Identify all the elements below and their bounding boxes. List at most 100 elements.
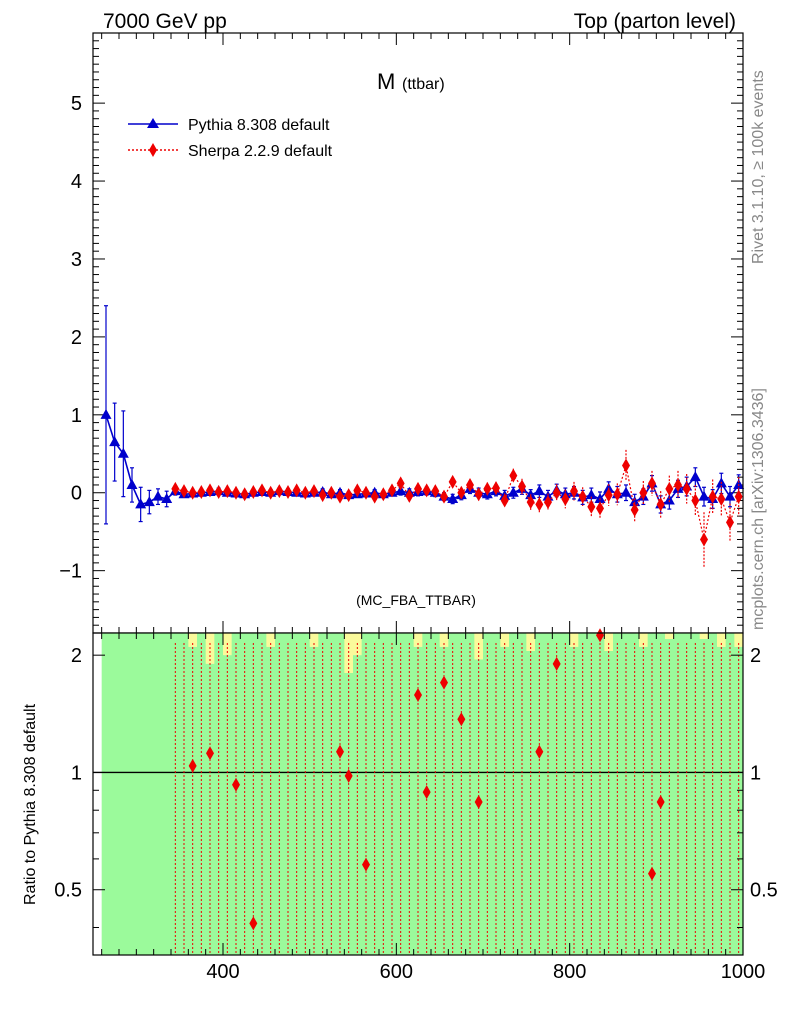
data-point (708, 489, 717, 504)
inner-band-bin (101, 633, 111, 955)
ratio-ytick-label-right: 2 (750, 645, 761, 667)
outer-band-bin (188, 633, 198, 647)
inner-band-bin (318, 633, 328, 955)
data-point (533, 485, 545, 496)
inner-band-bin (370, 633, 380, 955)
legend-pythia-label: Pythia 8.308 default (188, 117, 330, 134)
inner-band-bin (725, 633, 735, 955)
inner-band-bin (119, 633, 129, 955)
inner-band-bin (145, 633, 155, 955)
inner-band-bin (231, 633, 241, 955)
outer-band-bin (569, 633, 579, 647)
inner-band-bin (240, 633, 250, 955)
data-point (700, 532, 708, 547)
inner-band-bin (457, 633, 467, 955)
inner-band-bin (483, 633, 493, 955)
inner-band-bin (517, 633, 527, 955)
data-point (126, 478, 138, 489)
data-point (629, 496, 641, 507)
inner-band-bin (396, 633, 406, 955)
inner-band-bin (353, 655, 363, 955)
ratio-point (249, 916, 258, 931)
ratio-point (596, 628, 604, 643)
inner-band-bin (621, 633, 631, 955)
inner-band-bin (673, 633, 683, 955)
data-point (405, 488, 414, 503)
inner-band-bin (431, 633, 441, 955)
data-point (431, 484, 440, 499)
data-point (152, 490, 164, 501)
ratio-point (188, 758, 197, 773)
data-point (447, 492, 459, 503)
inner-band-bin (301, 633, 311, 955)
data-point (223, 484, 232, 499)
ratio-ytick-label: 0.5 (54, 880, 82, 902)
inner-band-bin (344, 672, 354, 955)
ratio-point (474, 794, 483, 809)
inner-band-bin (136, 633, 146, 955)
main-axis-ticks: −1 0 1 2 3 4 5 (59, 33, 744, 633)
inner-band-bin (708, 633, 718, 955)
data-point (135, 498, 147, 509)
inner-band-bin (127, 633, 137, 955)
ratio-point (422, 785, 431, 800)
data-point (275, 484, 284, 499)
outer-band-bin (309, 633, 319, 647)
ratio-panel-frame (92, 632, 744, 956)
ratio-xtick-label: 400 (206, 961, 239, 983)
main-ytick-label: 2 (71, 327, 82, 349)
ratio-point (344, 768, 353, 783)
data-point (161, 492, 173, 503)
inner-band-bin (691, 633, 701, 955)
inner-band-bin (587, 633, 597, 955)
data-point (232, 485, 240, 500)
data-point (525, 489, 537, 500)
ratio-ytick-label-right: 1 (750, 762, 761, 784)
inner-band-bin (552, 633, 562, 955)
data-point (117, 447, 129, 458)
data-point (284, 484, 292, 499)
ratio-point (440, 675, 448, 690)
data-point (327, 485, 336, 500)
data-point (535, 497, 544, 512)
ratio-ytick-label: 2 (71, 645, 82, 667)
ratio-xtick-label: 800 (553, 961, 586, 983)
data-point (507, 486, 519, 497)
ratio-point (206, 746, 214, 761)
inner-band-bin (162, 633, 172, 955)
ratio-point (414, 688, 422, 703)
inner-band-bin (595, 633, 605, 955)
data-point (188, 485, 197, 500)
ratio-ytick-label: 1 (71, 762, 82, 784)
data-point (292, 483, 301, 498)
ratio-uncertainty-bands (101, 633, 744, 955)
inner-band-bin (699, 639, 709, 955)
series-sherpa (171, 449, 743, 567)
data-point (396, 476, 405, 491)
ratio-point (552, 656, 561, 671)
data-point (143, 496, 155, 507)
data-point (448, 474, 457, 489)
inner-band-bin (335, 633, 345, 955)
legend-pythia-marker (147, 118, 159, 128)
inner-band-bin (561, 633, 571, 955)
data-point (622, 458, 630, 473)
inner-band-bin (543, 633, 553, 955)
data-point (370, 489, 379, 504)
data-point (698, 490, 710, 501)
data-point (440, 489, 448, 504)
inner-band-bin (604, 650, 614, 955)
data-point (414, 481, 422, 496)
plot-title-subscript: (ttbar) (402, 76, 445, 93)
ratio-point (457, 712, 466, 727)
legend-sherpa-label: Sherpa 2.2.9 default (188, 143, 333, 160)
data-point (180, 484, 188, 499)
data-point (526, 495, 535, 510)
inner-band-bin (214, 633, 224, 955)
process-label: Top (parton level) (574, 10, 736, 33)
main-ytick-label: −1 (59, 561, 82, 583)
data-point (509, 468, 518, 483)
inner-band-bin (630, 633, 640, 955)
outer-band-bin (526, 633, 536, 651)
